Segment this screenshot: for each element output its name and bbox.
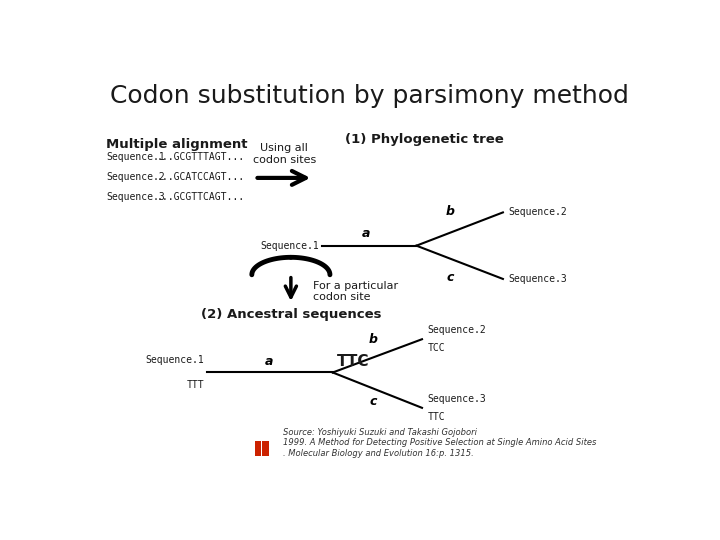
Text: TCC: TCC xyxy=(428,343,445,353)
Text: Multiple alignment: Multiple alignment xyxy=(106,138,247,151)
Text: Sequence.2: Sequence.2 xyxy=(428,325,486,335)
Text: Sequence.2: Sequence.2 xyxy=(508,207,567,218)
Text: c: c xyxy=(369,395,377,408)
Text: Sequence.1: Sequence.1 xyxy=(260,241,319,251)
Text: Sequence.3: Sequence.3 xyxy=(508,274,567,284)
Text: Codon substitution by parsimony method: Codon substitution by parsimony method xyxy=(109,84,629,107)
Text: TTC: TTC xyxy=(428,412,445,422)
Text: c: c xyxy=(446,272,454,285)
Text: Sequence.3: Sequence.3 xyxy=(428,394,486,404)
Text: Source: Yoshiyuki Suzuki and Takashi Gojobori
1999. A Method for Detecting Posit: Source: Yoshiyuki Suzuki and Takashi Goj… xyxy=(282,428,596,458)
Text: Sequence.3: Sequence.3 xyxy=(107,192,166,202)
Text: (2) Ancestral sequences: (2) Ancestral sequences xyxy=(201,308,381,321)
Text: a: a xyxy=(362,227,370,240)
Text: ...GCGTTCAGT...: ...GCGTTCAGT... xyxy=(157,192,245,202)
Text: ...GCGTTTAGT...: ...GCGTTTAGT... xyxy=(157,152,245,162)
Bar xyxy=(262,441,269,456)
Text: Sequence.2: Sequence.2 xyxy=(107,172,166,182)
Bar xyxy=(255,441,261,456)
Text: b: b xyxy=(446,205,454,218)
Text: a: a xyxy=(264,354,273,368)
Text: Sequence.1: Sequence.1 xyxy=(145,355,204,365)
Text: For a particular
codon site: For a particular codon site xyxy=(313,281,398,302)
Text: Using all
codon sites: Using all codon sites xyxy=(253,143,316,165)
Text: ...GCATCCAGT...: ...GCATCCAGT... xyxy=(157,172,245,182)
Text: TTC: TTC xyxy=(337,354,369,369)
Text: (1) Phylogenetic tree: (1) Phylogenetic tree xyxy=(346,133,504,146)
Text: b: b xyxy=(369,333,377,346)
Text: TTT: TTT xyxy=(186,380,204,390)
Text: Sequence.1: Sequence.1 xyxy=(107,152,166,162)
